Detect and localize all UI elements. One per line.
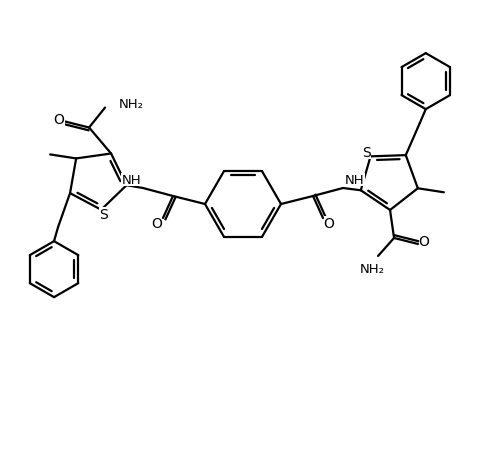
Text: O: O	[323, 217, 335, 230]
Text: S: S	[99, 207, 107, 221]
Text: O: O	[53, 112, 65, 126]
Text: NH: NH	[122, 174, 141, 187]
Text: O: O	[418, 235, 429, 248]
Text: O: O	[151, 217, 163, 230]
Text: NH₂: NH₂	[119, 98, 144, 111]
Text: S: S	[362, 146, 371, 160]
Text: NH: NH	[345, 174, 365, 187]
Text: NH₂: NH₂	[360, 263, 385, 275]
